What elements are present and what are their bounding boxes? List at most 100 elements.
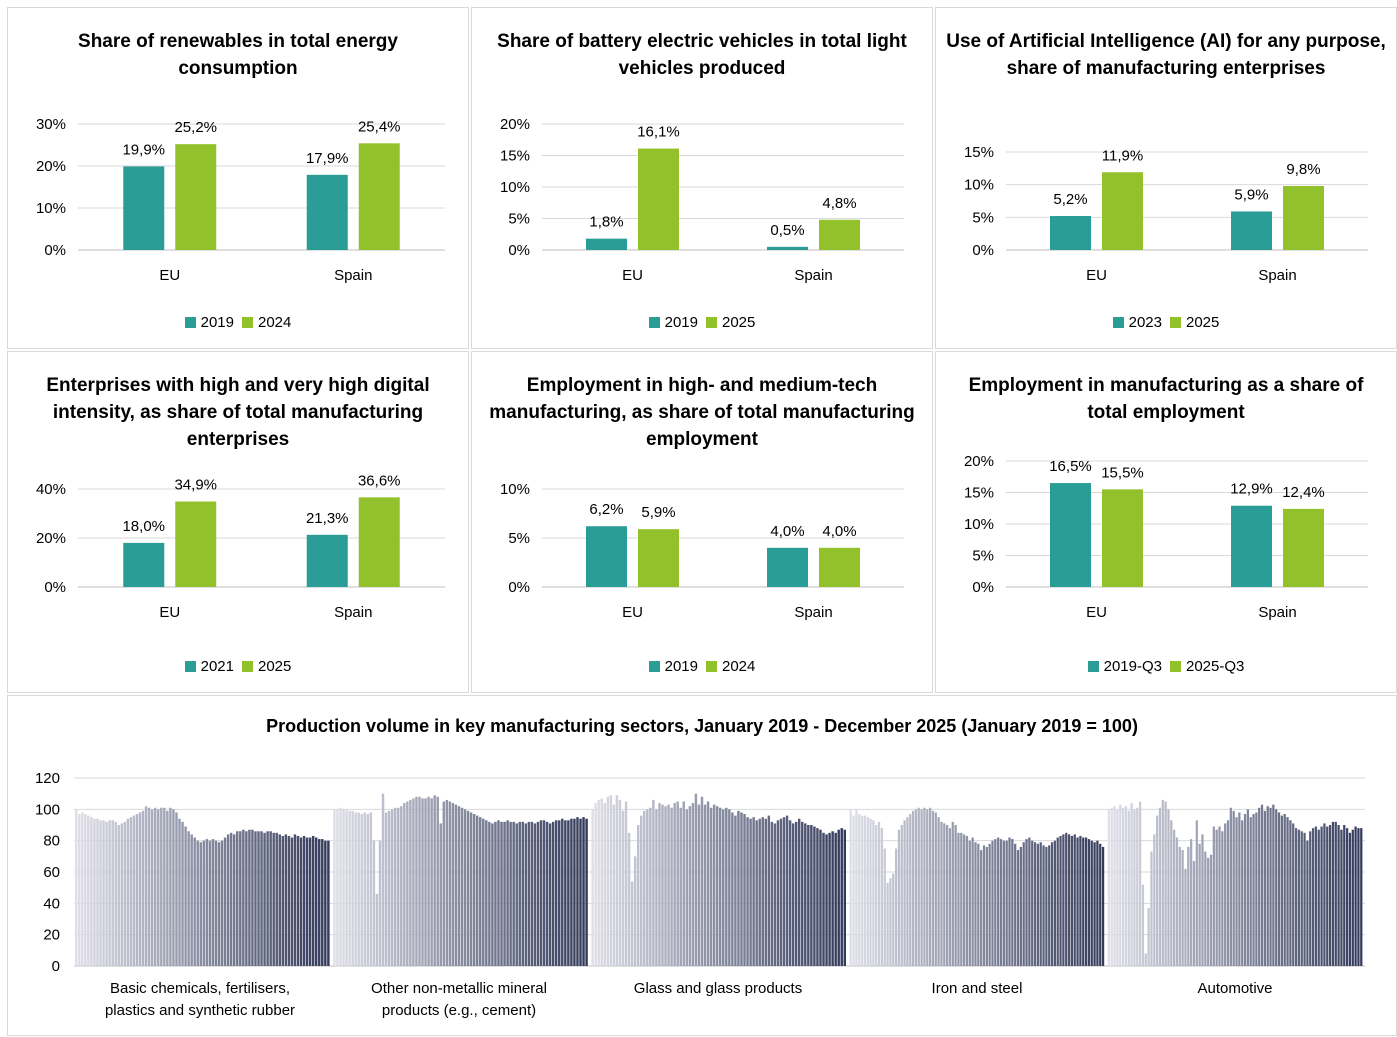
bar — [123, 166, 165, 250]
bar — [655, 809, 658, 966]
bar — [779, 818, 783, 966]
legend-item: 2024 — [242, 314, 291, 331]
legend-swatch — [648, 661, 660, 672]
chart-panel-digital-intensity: Enterprises with high and very high digi… — [7, 351, 469, 693]
bar — [1050, 483, 1091, 587]
bar — [445, 799, 449, 966]
bar — [582, 817, 585, 966]
bar — [1309, 831, 1312, 966]
chart-plot: 0% 5% 10% 15% 20% 16,5% 15,5% EU 12,9% 12,4% Spain — [964, 453, 1368, 621]
bar — [1096, 840, 1099, 966]
data-label: 4,0% — [822, 523, 856, 540]
bar — [138, 812, 142, 966]
bar — [676, 801, 679, 966]
bar — [144, 806, 148, 966]
bar — [1016, 850, 1020, 966]
bar — [1158, 807, 1162, 966]
bar — [615, 795, 619, 966]
bar — [1212, 826, 1215, 966]
bar — [1141, 884, 1145, 966]
bar — [1249, 817, 1252, 966]
legend-item: 2021 — [184, 658, 234, 675]
bar — [822, 832, 825, 966]
bar — [909, 814, 912, 966]
bar — [1045, 846, 1048, 966]
bar — [1252, 814, 1255, 966]
bar — [1113, 806, 1116, 966]
y-tick-label: 5% — [508, 211, 530, 228]
data-label: 5,9% — [641, 504, 675, 521]
bar — [1224, 823, 1227, 966]
bar — [369, 812, 373, 966]
chart-legend: 2021 2025 — [8, 658, 468, 676]
bar — [488, 821, 491, 966]
chart-plot: 0% 5% 10% 15% 20% 1,8% 16,1% EU 0,5% 4,8% Spain — [500, 116, 904, 284]
bar — [494, 821, 497, 966]
bar — [667, 804, 670, 966]
bar — [545, 821, 549, 966]
bar — [837, 829, 840, 966]
bar — [160, 807, 163, 966]
bar — [536, 821, 540, 966]
legend-label: 2021 — [200, 658, 234, 675]
bar — [1255, 812, 1258, 966]
bar — [1283, 508, 1324, 587]
y-tick-label: 100 — [35, 801, 60, 818]
bar — [719, 807, 722, 966]
sector-label-line: Iron and steel — [931, 980, 1023, 997]
bar — [1107, 809, 1111, 966]
bar — [114, 821, 117, 966]
bar — [512, 821, 515, 966]
bar — [1067, 834, 1071, 966]
bar — [900, 825, 903, 966]
bar — [737, 810, 740, 966]
bar — [1280, 815, 1284, 966]
bar — [1337, 825, 1340, 966]
bar — [1187, 846, 1190, 966]
bar — [193, 837, 196, 966]
bar — [579, 818, 582, 966]
bar — [175, 144, 217, 250]
y-tick-label: 30% — [36, 116, 66, 133]
bar — [169, 807, 172, 966]
sector-label-line: Other non-metallic mineral — [371, 980, 547, 997]
bar — [869, 818, 872, 966]
bar — [378, 840, 382, 966]
bar — [1226, 820, 1230, 966]
bar — [348, 810, 351, 966]
bar — [1025, 839, 1028, 966]
legend-item: 2019 — [184, 314, 234, 331]
bar — [358, 143, 400, 250]
bar — [691, 803, 695, 966]
bar — [974, 842, 977, 966]
y-tick-label: 5% — [972, 209, 994, 226]
chart-title: Employment in high- and medium-tech manu… — [489, 375, 915, 450]
bar — [943, 823, 946, 966]
bar — [630, 881, 634, 966]
bar — [658, 803, 661, 966]
bar — [242, 829, 245, 966]
bar — [1266, 806, 1269, 966]
bar — [1345, 828, 1349, 966]
sector-label: Basic chemicals, fertilisers, plastics a… — [74, 978, 326, 1022]
bar — [585, 818, 588, 966]
chart-legend: 2023 2025 — [936, 314, 1396, 332]
legend-label: 2023 — [1128, 314, 1162, 331]
bar — [491, 823, 494, 966]
bar — [284, 834, 288, 966]
bar — [1229, 807, 1232, 966]
bar — [1238, 812, 1241, 966]
bar — [673, 803, 676, 966]
bar — [1275, 809, 1278, 966]
bar — [903, 820, 906, 966]
bar — [1008, 837, 1011, 966]
bar — [75, 809, 78, 966]
bar — [254, 831, 257, 966]
bar — [372, 840, 376, 966]
chart-plot: 0% 10% 20% 30% 19,9% 25,2% EU 17,9% 25,4% Spain — [36, 116, 445, 284]
bar — [542, 820, 546, 966]
chart-plot: 0% 20% 40% 18,0% 34,9% EU 21,3% 36,6% Spain — [36, 472, 445, 621]
bar — [1039, 842, 1042, 966]
bar — [342, 809, 345, 966]
bar — [318, 839, 321, 966]
